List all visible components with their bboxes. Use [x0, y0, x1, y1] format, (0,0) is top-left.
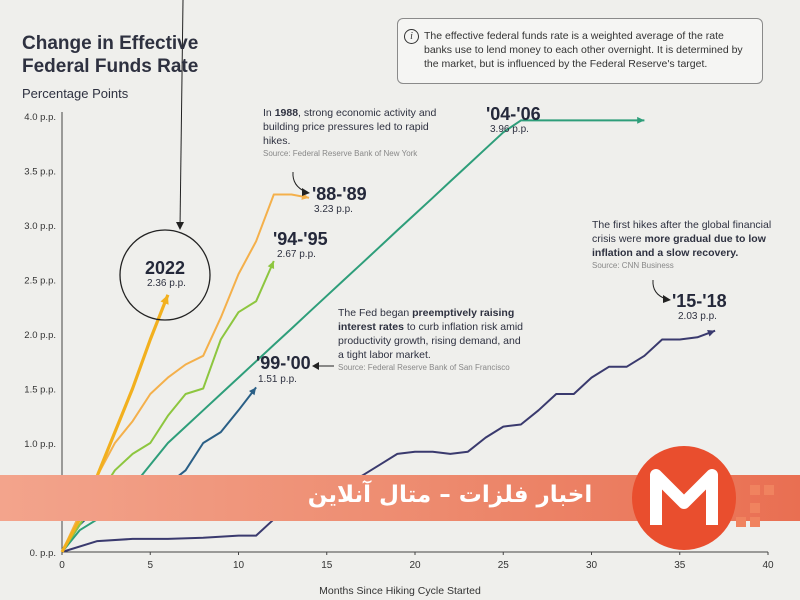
label-94-95: '94-'95 [273, 229, 328, 249]
x-tick-label: 20 [409, 560, 421, 571]
series-arrow-4 [249, 387, 257, 396]
annotation-1988: In 1988, strong economic activity and bu… [263, 106, 438, 160]
banner-text: اخبار فلزات – متال آنلاین [307, 482, 593, 508]
label-99-00: '99-'00 [256, 353, 311, 373]
label-04-06: '04-'06 [486, 104, 541, 124]
annotation-2015-source: Source: CNN Business [592, 261, 674, 270]
metal-online-logo [632, 446, 774, 550]
x-tick-label: 5 [147, 560, 153, 571]
series-line-3 [61, 119, 645, 553]
annotation-1999-pre: The Fed began [338, 307, 413, 319]
series-arrow-2 [267, 261, 275, 269]
series-line-4 [61, 386, 257, 553]
annotation-2015-pre: The first hikes after the global financi… [592, 219, 772, 245]
annotation-1999: The Fed began preemptively raising inter… [338, 306, 528, 374]
series-arrow-3 [637, 116, 645, 124]
logo-m-mark [650, 469, 718, 525]
logo-dot-5 [750, 517, 760, 527]
value-94-95: 2.67 p.p. [277, 249, 316, 260]
annotation-1988-pre: In [263, 107, 275, 119]
y-tick-label: 2.0 p.p. [24, 330, 56, 341]
value-88-89: 3.23 p.p. [314, 204, 353, 215]
x-tick-label: 25 [498, 560, 510, 571]
title-line-2: Federal Funds Rate [22, 56, 199, 77]
y-tick-label: 3.0 p.p. [24, 221, 56, 232]
annotation-1988-source: Source: Federal Reserve Bank of New York [263, 149, 418, 158]
value-15-18: 2.03 p.p. [678, 311, 717, 322]
annotation-1999-source: Source: Federal Reserve Bank of San Fran… [338, 363, 510, 372]
x-tick-label: 30 [586, 560, 598, 571]
y-tick-label: 2.5 p.p. [24, 276, 56, 287]
chart-subtitle: Percentage Points [22, 86, 129, 101]
series-arrow-5 [707, 330, 716, 337]
x-tick-label: 40 [762, 560, 774, 571]
y-tick-label: 1.5 p.p. [24, 385, 56, 396]
callout-circle-2022 [119, 229, 211, 321]
info-text: The effective federal funds rate is a we… [424, 30, 743, 70]
annotation-1988-year: 1988 [274, 107, 299, 119]
leader-arrow-2015 [663, 295, 671, 303]
x-tick-label: 10 [233, 560, 245, 571]
chart-title: Change in Effective Federal Funds Rate [22, 32, 198, 78]
label-15-18: '15-'18 [672, 291, 727, 311]
label-2022: 2022 [145, 258, 186, 278]
value-99-00: 1.51 p.p. [258, 374, 297, 385]
annotation-1999-bold: preemptively raising interest rates [338, 307, 515, 333]
callout-line-2022 [179, 0, 184, 229]
x-tick-label: 15 [321, 560, 333, 571]
y-tick-label: 4.0 p.p. [24, 112, 56, 123]
callout-arrow-2022 [176, 222, 184, 230]
y-tick-label: 1.0 p.p. [24, 439, 56, 450]
series-line-5 [61, 329, 716, 553]
logo-dot-2 [764, 485, 774, 495]
series-arrow-0 [160, 294, 169, 305]
label-88-89: '88-'89 [312, 184, 367, 204]
value-04-06: 3.96 p.p. [490, 124, 529, 135]
info-box: i The effective federal funds rate is a … [397, 18, 763, 84]
value-2022: 2.36 p.p. [147, 278, 186, 289]
annotation-1988-text: , strong economic activity and building … [263, 107, 437, 147]
leader-1988 [292, 171, 307, 193]
y-tick-label: 0. p.p. [30, 548, 56, 559]
y-tick-label: 3.5 p.p. [24, 167, 56, 178]
logo-dot-1 [750, 485, 760, 495]
title-line-1: Change in Effective [22, 33, 199, 54]
leader-arrow-1999 [312, 362, 319, 370]
leader-arrow-1988 [302, 188, 310, 196]
x-axis-label: Months Since Hiking Cycle Started [319, 585, 481, 597]
logo-dot-4 [736, 517, 746, 527]
info-icon: i [404, 29, 419, 44]
annotation-2015: The first hikes after the global financi… [592, 218, 777, 272]
logo-dot-3 [750, 503, 760, 513]
annotation-2015-bold: more gradual due to low inflation and a … [592, 233, 766, 259]
annotation-1999-text: to curb inflation risk amid productivity… [338, 321, 524, 361]
x-tick-label: 35 [674, 560, 686, 571]
x-tick-label: 0 [59, 560, 65, 571]
